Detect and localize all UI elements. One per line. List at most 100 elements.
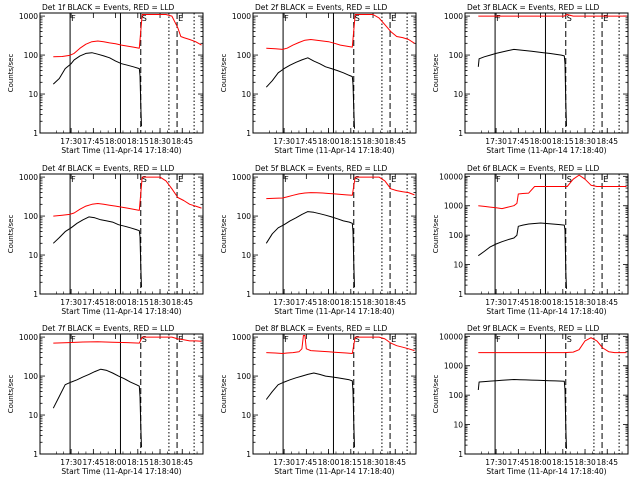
series-line-events (52, 368, 142, 448)
x-tick-label: 18:30 (149, 137, 171, 146)
time-marker-label: E (391, 175, 396, 184)
x-tick-label: 17:30 (60, 298, 82, 307)
series-line-events (52, 52, 142, 127)
x-tick-label: 18:30 (149, 458, 171, 467)
y-tick-label: 1000 (444, 12, 463, 21)
series-line-lld (478, 174, 627, 210)
y-tick-label: 10 (453, 421, 463, 430)
plot-frame (39, 173, 204, 295)
y-axis-label: Counts/sec (7, 215, 15, 254)
time-marker-label: F (71, 335, 76, 344)
time-marker-label: S (567, 175, 572, 184)
chart-panel-9: Det 9f BLACK = Events, RED = LLD 1 10 100 10… (432, 324, 629, 476)
x-tick-label: 18:15 (552, 137, 574, 146)
y-tick-label: 1 (33, 129, 38, 138)
y-tick-label: 1 (458, 290, 463, 299)
x-tick-label: 18:00 (318, 298, 340, 307)
time-marker-label: E (391, 14, 396, 23)
chart-panel-3: Det 3f BLACK = Events, RED = LLD 1 10 100 10… (432, 3, 629, 155)
x-tick-label: 18:15 (127, 137, 149, 146)
x-tick-label: 18:00 (318, 137, 340, 146)
time-marker-label: F (496, 175, 501, 184)
series-line-events (52, 216, 142, 288)
y-axis-label: Counts/sec (7, 54, 15, 93)
x-tick-label: 17:30 (273, 458, 295, 467)
y-axis-label: Counts/sec (220, 54, 228, 93)
y-tick-label: 10 (241, 90, 251, 99)
chart-title: Det 3f BLACK = Events, RED = LLD (467, 3, 600, 12)
chart-title: Det 4f BLACK = Events, RED = LLD (42, 164, 175, 173)
time-marker-label: E (603, 14, 608, 23)
time-marker-label: F (496, 335, 501, 344)
chart-panel-7: Det 7f BLACK = Events, RED = LLD 1 10 100 10… (7, 324, 204, 476)
y-tick-label: 100 (237, 372, 252, 381)
chart-title: Det 7f BLACK = Events, RED = LLD (42, 324, 175, 333)
series-line-lld (53, 336, 202, 344)
y-tick-label: 10 (28, 90, 38, 99)
x-tick-label: 17:45 (83, 298, 105, 307)
x-tick-label: 18:15 (340, 458, 362, 467)
time-marker-label: S (142, 335, 147, 344)
x-tick-label: 18:45 (596, 458, 618, 467)
series-line-lld (266, 335, 415, 354)
y-tick-label: 100 (24, 51, 39, 60)
y-tick-label: 10 (241, 411, 251, 420)
y-tick-label: 10 (28, 411, 38, 420)
y-tick-label: 100 (237, 212, 252, 221)
chart-panel-2: Det 2f BLACK = Events, RED = LLD 1 10 100 10… (220, 3, 417, 155)
y-tick-label: 1 (246, 450, 251, 459)
series-line-events (265, 211, 355, 288)
x-tick-label: 17:45 (508, 137, 530, 146)
time-marker-label: F (496, 14, 501, 23)
x-tick-label: 17:45 (296, 137, 318, 146)
x-axis-label: Start Time (11-Apr-14 17:18:40) (486, 307, 606, 316)
x-tick-label: 17:30 (273, 298, 295, 307)
time-marker-label: S (567, 335, 572, 344)
y-tick-label: 1000 (444, 362, 463, 371)
x-axis-label: Start Time (11-Apr-14 17:18:40) (486, 146, 606, 155)
y-tick-label: 1000 (19, 333, 38, 342)
x-tick-label: 17:30 (273, 137, 295, 146)
time-marker-label: F (284, 14, 289, 23)
x-tick-label: 17:45 (508, 458, 530, 467)
y-tick-label: 100 (24, 372, 39, 381)
plot-frame (252, 173, 417, 295)
chart-title: Det 2f BLACK = Events, RED = LLD (255, 3, 388, 12)
time-marker-label: S (355, 175, 360, 184)
x-tick-label: 17:30 (485, 458, 507, 467)
y-tick-label: 10 (453, 90, 463, 99)
chart-panel-6: Det 6f BLACK = Events, RED = LLD 1 10 100 10… (432, 164, 629, 316)
time-marker-label: F (284, 175, 289, 184)
x-axis-label: Start Time (11-Apr-14 17:18:40) (274, 146, 394, 155)
x-tick-label: 18:15 (340, 137, 362, 146)
time-marker-label: S (142, 14, 147, 23)
series-line-events (478, 222, 567, 289)
y-tick-label: 1000 (444, 202, 463, 211)
x-tick-label: 18:00 (105, 137, 127, 146)
chart-title: Det 8f BLACK = Events, RED = LLD (255, 324, 388, 333)
y-axis-label: Counts/sec (7, 375, 15, 414)
y-tick-label: 1 (458, 129, 463, 138)
x-tick-label: 18:00 (318, 458, 340, 467)
x-tick-label: 18:00 (105, 458, 127, 467)
y-tick-label: 100 (449, 391, 464, 400)
chart-title: Det 1f BLACK = Events, RED = LLD (42, 3, 175, 12)
time-marker-label: E (178, 175, 183, 184)
x-tick-label: 18:00 (105, 298, 127, 307)
x-tick-label: 18:45 (171, 298, 193, 307)
chart-title: Det 9f BLACK = Events, RED = LLD (467, 324, 600, 333)
x-tick-label: 18:15 (127, 458, 149, 467)
x-tick-label: 18:45 (171, 137, 193, 146)
y-tick-label: 1000 (232, 12, 251, 21)
series-line-lld (53, 14, 202, 58)
x-tick-label: 18:15 (552, 458, 574, 467)
time-marker-label: E (178, 14, 183, 23)
x-tick-label: 17:30 (60, 137, 82, 146)
x-tick-label: 18:45 (384, 298, 406, 307)
series-line-events (265, 372, 355, 448)
time-marker-label: S (142, 175, 147, 184)
y-tick-label: 1000 (19, 173, 38, 182)
series-line-events (477, 379, 567, 449)
series-line-lld (478, 14, 627, 17)
series-line-events (477, 48, 567, 127)
